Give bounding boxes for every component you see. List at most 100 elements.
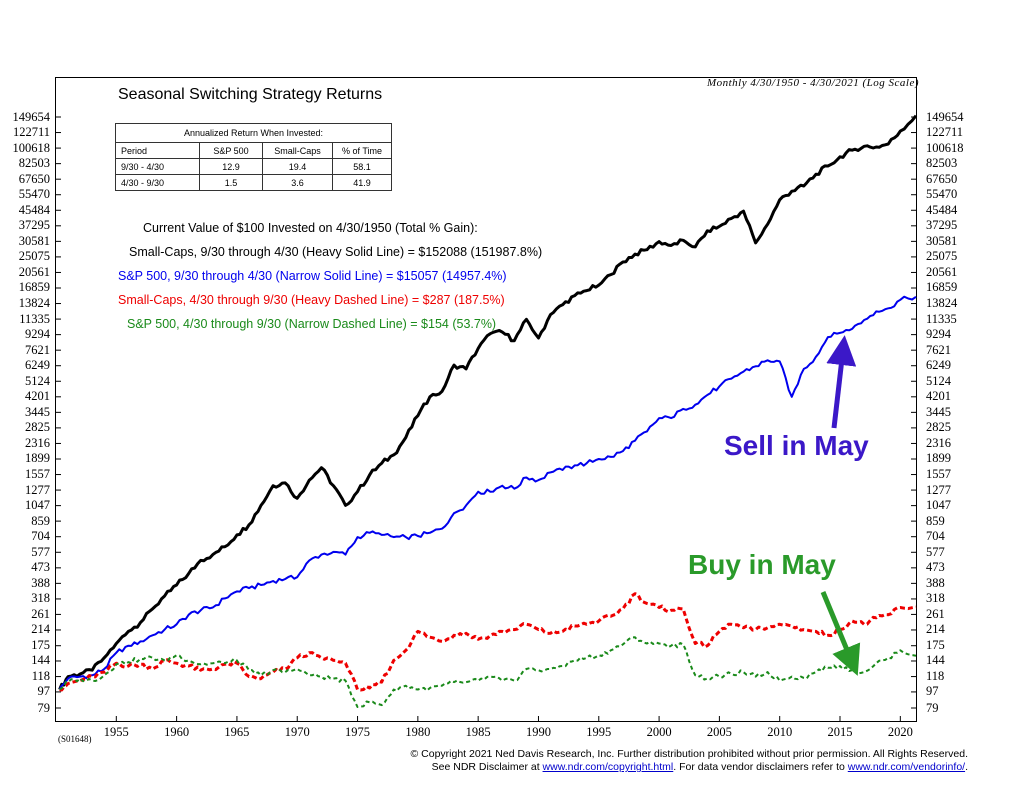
table-cell: 19.4 xyxy=(262,158,333,175)
table-header: Small-Caps xyxy=(262,142,333,159)
disclaimer-notice: See NDR Disclaimer at www.ndr.com/copyri… xyxy=(432,761,968,773)
x-tick-label: 2020 xyxy=(887,725,913,739)
y-tick-label: 261 xyxy=(926,606,945,621)
y-tick-label: 9294 xyxy=(926,327,951,342)
y-tick-label: 859 xyxy=(926,513,945,528)
y-tick-label: 37295 xyxy=(18,218,50,233)
disclaimer-text: See NDR Disclaimer at xyxy=(431,761,543,773)
y-tick-label: 4201 xyxy=(926,389,951,404)
table-cell: 9/30 - 4/30 xyxy=(115,158,200,175)
y-tick-label: 318 xyxy=(926,591,945,606)
y-tick-label: 118 xyxy=(31,669,50,684)
y-tick-label: 4201 xyxy=(25,389,50,404)
y-tick-label: 704 xyxy=(31,529,50,544)
y-tick-label: 2825 xyxy=(25,420,50,435)
table-cell: 3.6 xyxy=(262,174,333,191)
y-tick-label: 45484 xyxy=(926,202,958,217)
x-tick-label: 1980 xyxy=(405,725,431,739)
y-tick-label: 9294 xyxy=(25,327,50,342)
disclaimer-text: . For data vendor disclaimers refer to xyxy=(673,761,848,773)
y-tick-label: 1047 xyxy=(25,498,50,513)
y-tick-label: 2825 xyxy=(926,420,951,435)
y-tick-label: 144 xyxy=(926,653,945,668)
y-tick-label: 3445 xyxy=(25,404,50,419)
y-tick-label: 5124 xyxy=(926,373,951,388)
y-tick-label: 2316 xyxy=(25,435,50,450)
table-header-row: Period S&P 500 Small-Caps % of Time xyxy=(115,142,392,159)
x-tick-label: 2005 xyxy=(706,725,732,739)
x-tick-label: 1960 xyxy=(164,725,190,739)
y-tick-label: 100618 xyxy=(12,140,51,155)
y-tick-label: 214 xyxy=(31,622,50,637)
y-tick-label: 13824 xyxy=(18,296,50,311)
y-tick-label: 473 xyxy=(926,560,945,575)
table-header: S&P 500 xyxy=(199,142,263,159)
y-tick-label: 1277 xyxy=(926,482,951,497)
y-tick-label: 1277 xyxy=(25,482,50,497)
annotation-smallcap-winter: Small-Caps, 9/30 through 4/30 (Heavy Sol… xyxy=(129,245,543,259)
y-tick-label: 261 xyxy=(31,606,50,621)
y-tick-label: 20561 xyxy=(926,264,958,279)
y-tick-label: 122711 xyxy=(926,125,964,140)
table-header: % of Time xyxy=(332,142,392,159)
y-tick-label: 318 xyxy=(31,591,50,606)
y-tick-label: 11335 xyxy=(926,311,957,326)
y-tick-label: 82503 xyxy=(18,156,50,171)
sell-in-may-label: Sell in May xyxy=(724,430,869,461)
y-tick-label: 11335 xyxy=(19,311,50,326)
y-tick-label: 6249 xyxy=(926,358,951,373)
sell-arrow xyxy=(826,335,857,429)
y-tick-label: 97 xyxy=(926,684,939,699)
x-tick-label: 1965 xyxy=(224,725,250,739)
table-row: 4/30 - 9/30 1.5 3.6 41.9 xyxy=(115,174,392,191)
y-tick-label: 1899 xyxy=(926,451,951,466)
y-tick-label: 37295 xyxy=(926,218,958,233)
y-tick-label: 5124 xyxy=(25,373,50,388)
x-tick-label: 1985 xyxy=(465,725,491,739)
y-tick-label: 55470 xyxy=(18,187,50,202)
y-tick-label: 388 xyxy=(926,575,945,590)
y-tick-label: 7621 xyxy=(926,342,951,357)
table-header: Period xyxy=(115,142,200,159)
y-tick-label: 67650 xyxy=(18,171,50,186)
y-tick-label: 30581 xyxy=(926,233,958,248)
table-cell: 4/30 - 9/30 xyxy=(115,174,200,191)
y-tick-label: 16859 xyxy=(18,280,50,295)
y-tick-label: 149654 xyxy=(926,109,964,124)
copyright-link[interactable]: www.ndr.com/copyright.html xyxy=(542,761,674,773)
y-tick-label: 16859 xyxy=(926,280,958,295)
y-tick-label: 7621 xyxy=(25,342,50,357)
y-tick-label: 1557 xyxy=(926,467,951,482)
table-cell: 1.5 xyxy=(199,174,263,191)
y-tick-label: 144 xyxy=(31,653,50,668)
x-tick-label: 2010 xyxy=(767,725,793,739)
table-cell: 41.9 xyxy=(332,174,392,191)
y-tick-label: 13824 xyxy=(926,296,958,311)
x-tick-label: 1975 xyxy=(345,725,371,739)
y-tick-label: 79 xyxy=(926,700,939,715)
y-tick-label: 577 xyxy=(926,544,945,559)
chart-code: (S01648) xyxy=(58,734,92,744)
disclaimer-text: . xyxy=(965,761,968,773)
y-tick-label: 30581 xyxy=(18,233,50,248)
y-tick-label: 175 xyxy=(31,638,50,653)
y-tick-label: 25075 xyxy=(18,249,50,264)
y-tick-label: 1047 xyxy=(926,498,951,513)
y-tick-label: 1899 xyxy=(25,451,50,466)
smallcap-winter-line xyxy=(58,114,918,691)
sp-summer-line xyxy=(59,636,917,708)
y-tick-label: 859 xyxy=(31,513,50,528)
buy-in-may-label: Buy in May xyxy=(688,549,836,580)
sp-winter-line xyxy=(58,295,917,690)
vendorinfo-link[interactable]: www.ndr.com/vendorinfo/ xyxy=(847,761,966,773)
y-tick-label: 175 xyxy=(926,638,945,653)
y-tick-label: 20561 xyxy=(18,264,50,279)
y-tick-label: 1557 xyxy=(25,467,50,482)
y-tick-label: 149654 xyxy=(12,109,51,124)
x-tick-label: 2000 xyxy=(646,725,672,739)
y-tick-label: 473 xyxy=(31,560,50,575)
annotation-heading: Current Value of $100 Invested on 4/30/1… xyxy=(143,221,478,235)
y-tick-label: 67650 xyxy=(926,171,958,186)
x-tick-label: 1990 xyxy=(525,725,551,739)
buy-arrow xyxy=(820,591,861,676)
